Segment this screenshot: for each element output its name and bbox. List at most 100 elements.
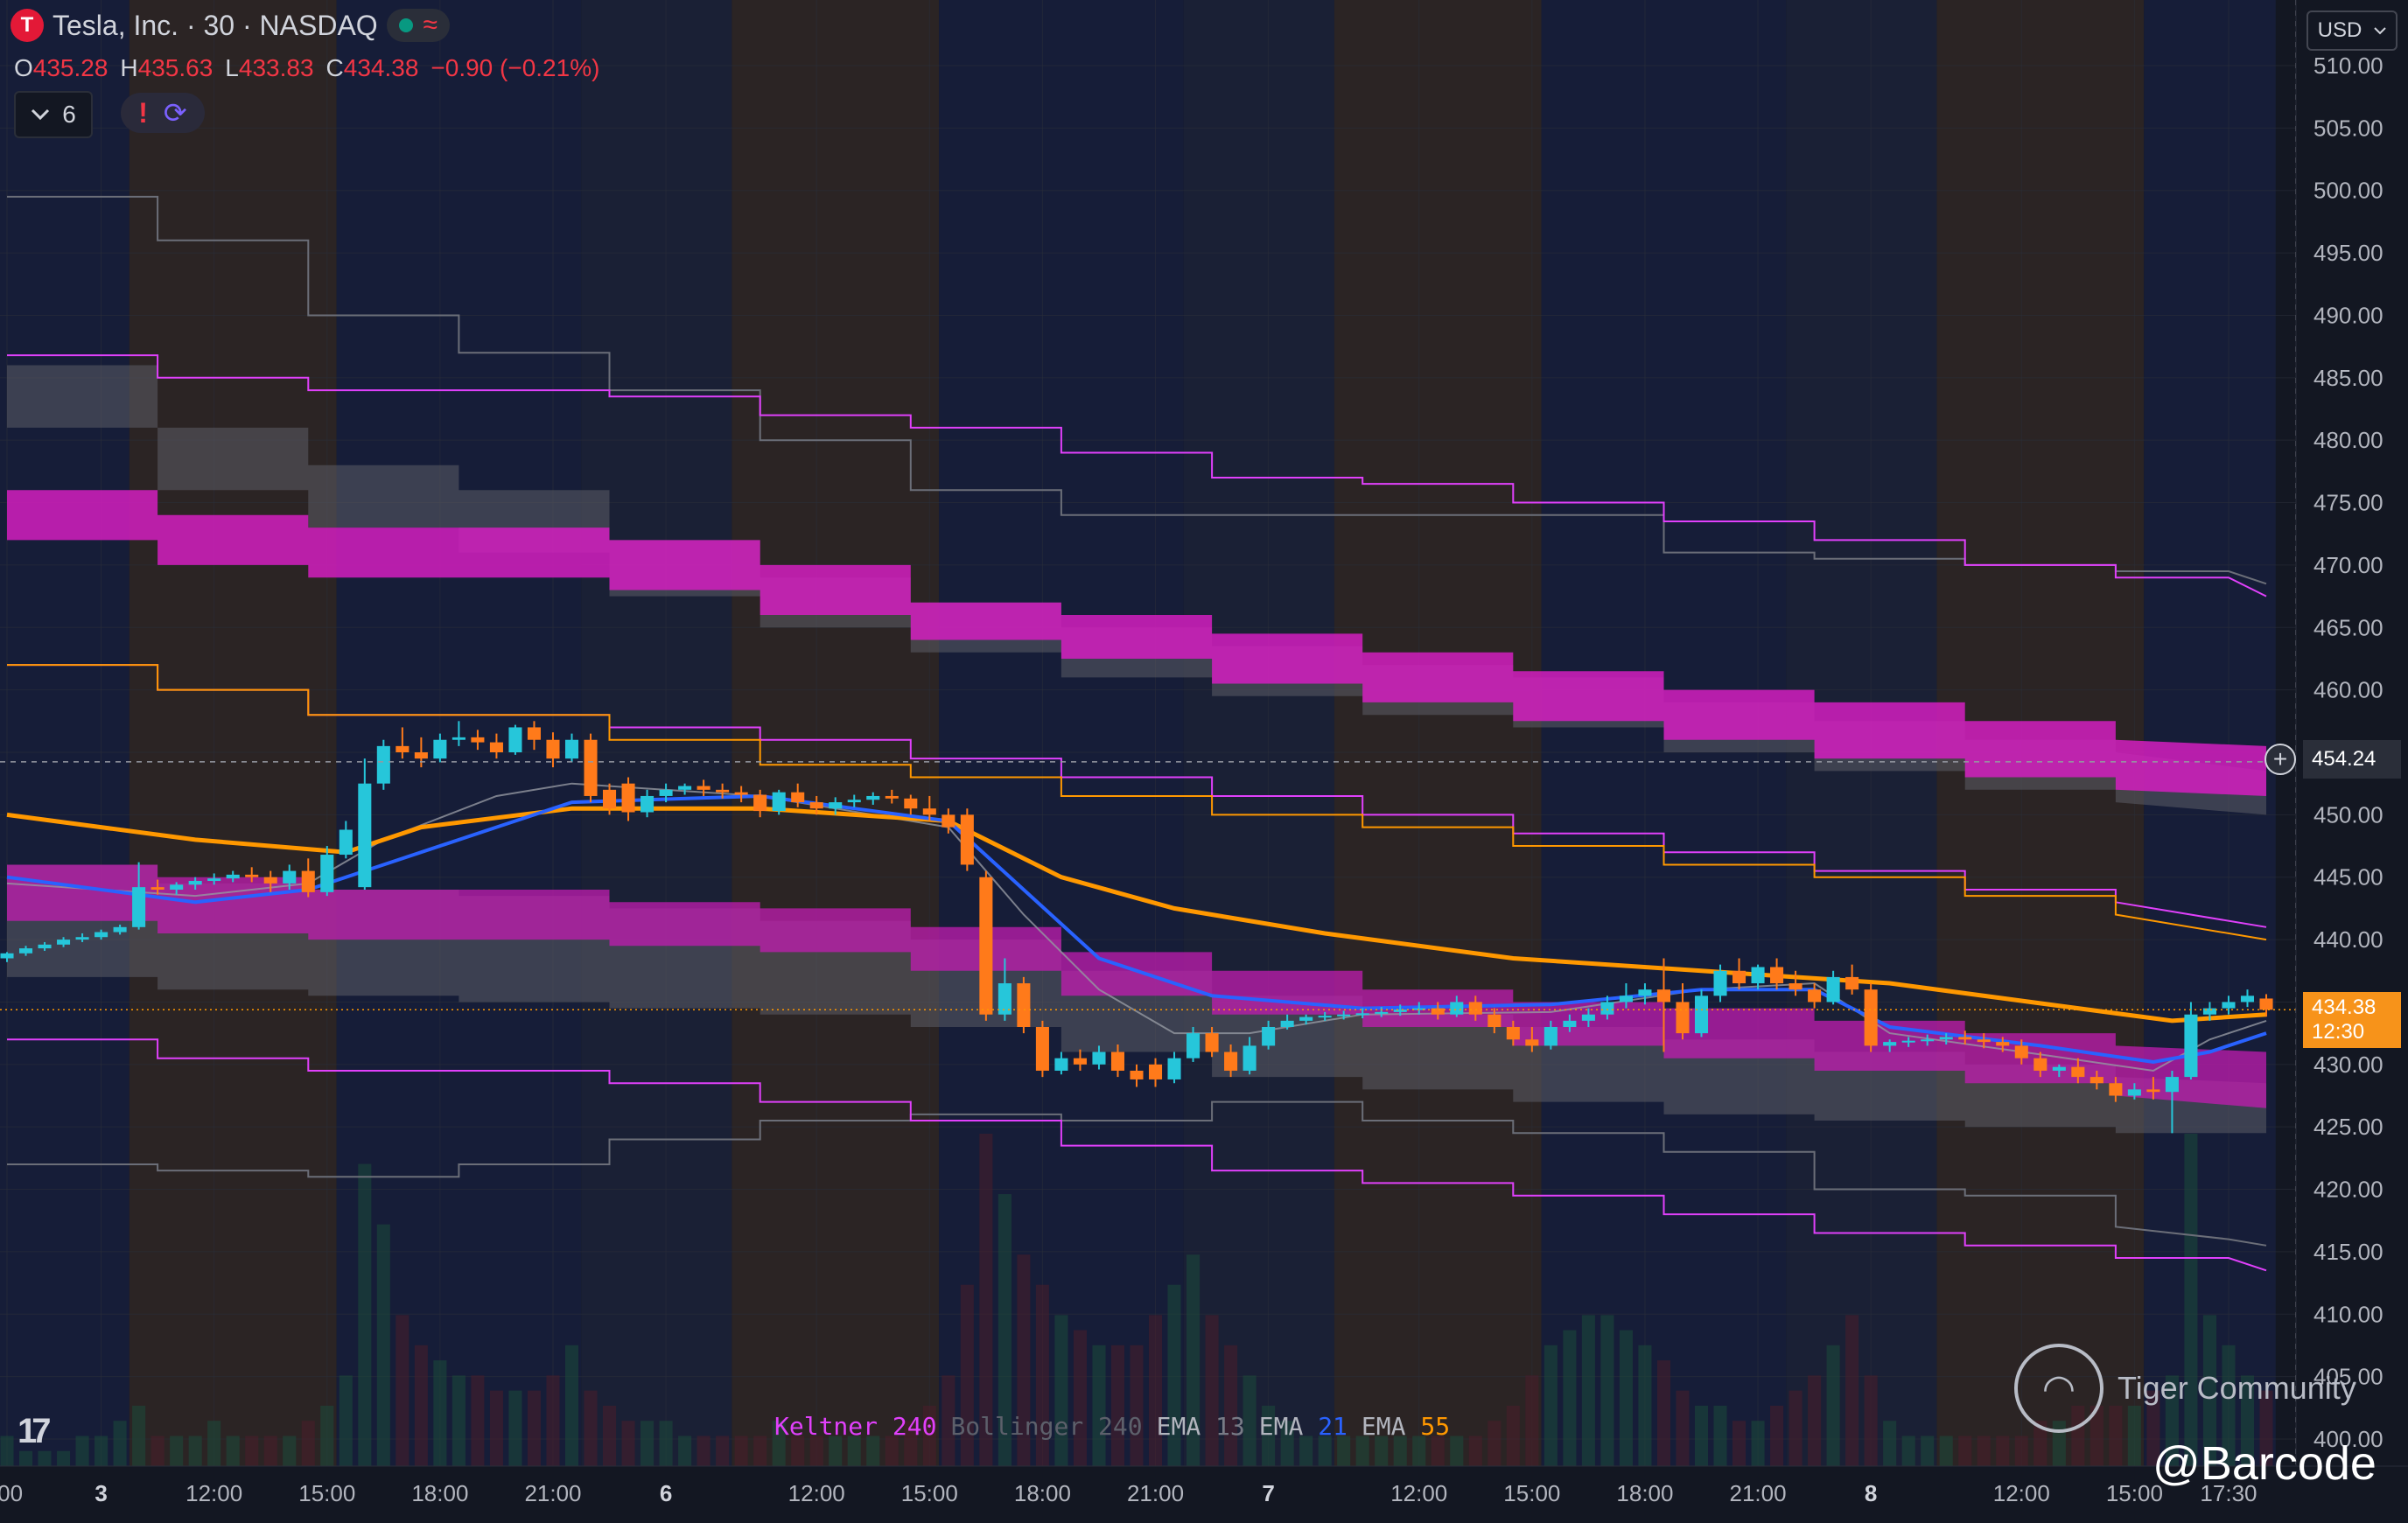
- legend-keltner[interactable]: Keltner 240: [774, 1412, 937, 1441]
- low-label: L: [225, 54, 239, 81]
- volume-bar: [301, 1421, 315, 1466]
- candle-body: [847, 800, 861, 803]
- candle-body: [1563, 1020, 1577, 1027]
- last-price-value: 434.38: [2312, 996, 2376, 1019]
- volume-bar: [170, 1436, 184, 1466]
- ema-55-line: [6, 806, 2267, 1023]
- chevron-down-icon: [2374, 26, 2387, 34]
- symbol-title[interactable]: Tesla, Inc. · 30 · NASDAQ: [52, 9, 378, 41]
- volume-bar: [1035, 1284, 1049, 1466]
- candle-body: [716, 789, 730, 793]
- alerts-pill[interactable]: ! ⟳: [121, 93, 205, 133]
- legend-ema-21[interactable]: EMA 21: [1258, 1412, 1348, 1441]
- indicator-legend: Keltner 240 Bollinger 240 EMA 13 EMA 21 …: [774, 1412, 1450, 1441]
- session-band-after: [581, 0, 732, 1466]
- candle-body: [452, 737, 466, 740]
- candle-body: [1130, 1070, 1144, 1079]
- volume-bar: [2222, 1345, 2236, 1466]
- candle-body: [1167, 1058, 1181, 1079]
- candle-body: [1751, 967, 1765, 984]
- legend-bollinger[interactable]: Bollinger 240: [950, 1412, 1143, 1441]
- volume-bar: [942, 1375, 956, 1466]
- volume-bar: [1921, 1436, 1935, 1466]
- legend-ema-55[interactable]: EMA 55: [1361, 1412, 1451, 1441]
- currency-button[interactable]: USD: [2306, 10, 2398, 51]
- volume-bar: [1808, 1375, 1822, 1466]
- candle-body: [150, 887, 164, 890]
- candle-body: [734, 792, 748, 795]
- tradingview-logo-icon[interactable]: 17: [18, 1412, 51, 1450]
- volume-bar: [320, 1405, 334, 1466]
- volume-bar: [263, 1436, 277, 1466]
- candle-body: [2146, 1089, 2160, 1093]
- candle-body: [998, 983, 1012, 1015]
- candle-body: [1638, 989, 1652, 996]
- candle-body: [245, 874, 259, 877]
- volume-bar: [1901, 1436, 1915, 1466]
- volume-bar: [2109, 1405, 2123, 1466]
- add-alert-plus-icon[interactable]: +: [2264, 744, 2296, 775]
- volume-bar: [226, 1436, 240, 1466]
- symbol-header[interactable]: T Tesla, Inc. · 30 · NASDAQ ≈: [10, 9, 451, 42]
- tiger-community-watermark: ◠ Tiger Community: [2014, 1344, 2356, 1433]
- volume-bar: [716, 1436, 730, 1466]
- volume-bar: [1431, 1436, 1445, 1466]
- volume-bar: [659, 1421, 673, 1466]
- candle-body: [1242, 1045, 1256, 1071]
- price-axis-tick-label: 480.00: [2314, 427, 2384, 453]
- volume-bar: [696, 1436, 710, 1466]
- candle-body: [1393, 1010, 1407, 1012]
- close-value: 434.38: [343, 54, 419, 81]
- keltner-lower-band: [7, 864, 2266, 1108]
- warning-icon[interactable]: !: [138, 96, 148, 129]
- candle-body: [57, 940, 71, 945]
- candle-body: [1600, 1002, 1614, 1015]
- candle-body: [904, 798, 918, 809]
- volume-bar: [753, 1436, 767, 1466]
- candle-body: [1299, 1016, 1313, 1021]
- candle-body: [1732, 970, 1746, 984]
- volume-bar: [1393, 1436, 1407, 1466]
- candle-body: [1845, 976, 1859, 990]
- high-value: 435.63: [137, 54, 214, 81]
- volume-bar: [1092, 1345, 1106, 1466]
- volume-bar: [2146, 1390, 2160, 1466]
- indicators-toggle-button[interactable]: 6: [14, 91, 93, 138]
- last-price-label: 434.38 12:30: [2303, 992, 2401, 1048]
- volume-bar: [1130, 1345, 1144, 1466]
- candle-body: [1468, 1002, 1482, 1015]
- candle-body: [1205, 1033, 1219, 1052]
- price-axis-tick-label: 505.00: [2314, 115, 2384, 141]
- candle-body: [1864, 989, 1878, 1046]
- session-band-pre: [129, 0, 337, 1466]
- candle-body: [489, 742, 503, 752]
- volume-bar: [339, 1375, 353, 1466]
- candle-body: [1939, 1037, 1953, 1040]
- candle-body: [1808, 989, 1822, 1003]
- candle-body: [564, 739, 579, 759]
- volume-bar: [1450, 1436, 1464, 1466]
- time-axis-tick-label: 12:00: [186, 1480, 242, 1506]
- sync-icon[interactable]: ⟳: [163, 97, 187, 129]
- bollinger-lower-line: [7, 1100, 2267, 1247]
- volume-bar: [2202, 1315, 2216, 1466]
- indicator-count: 6: [62, 101, 76, 128]
- candle-body: [885, 795, 899, 799]
- volume-bar: [1299, 1436, 1313, 1466]
- candle-body: [2202, 1008, 2216, 1015]
- tiger-logo-icon: ◠: [2014, 1344, 2104, 1433]
- candle-body: [753, 794, 767, 812]
- candle-body: [18, 948, 33, 954]
- price-axis-tick-label: 405.00: [2314, 1364, 2384, 1390]
- bar-countdown: 12:30: [2312, 1020, 2365, 1044]
- volume-bar: [866, 1436, 880, 1466]
- candle-body: [527, 727, 541, 740]
- market-status-pill[interactable]: ≈: [386, 9, 451, 42]
- volume-bar: [113, 1421, 127, 1466]
- candle-body: [2034, 1058, 2048, 1071]
- time-axis-tick-label: 8: [1865, 1480, 1877, 1506]
- candle-body: [1431, 1008, 1445, 1015]
- candle-body: [1788, 983, 1802, 990]
- legend-ema-13[interactable]: EMA 13: [1156, 1412, 1245, 1441]
